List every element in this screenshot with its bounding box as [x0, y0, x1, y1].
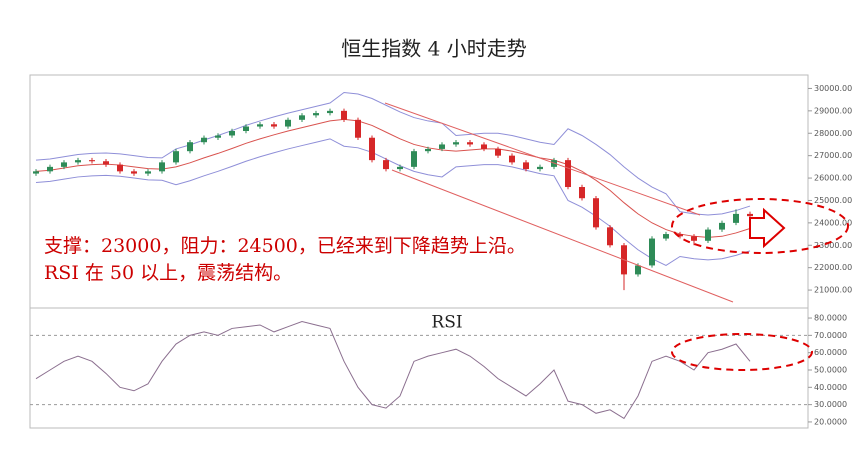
candle-body	[201, 137, 207, 143]
candle-body	[89, 160, 95, 162]
candle-body	[159, 162, 165, 172]
candle-body	[33, 171, 39, 174]
candle-body	[467, 142, 473, 145]
rsi-title: RSI	[431, 313, 462, 333]
candle-body	[271, 124, 277, 127]
candle-body	[579, 187, 585, 199]
y-tick-label: 29000.00	[814, 106, 852, 115]
candle-body	[677, 234, 683, 237]
candle-body	[243, 126, 249, 132]
candle-body	[649, 238, 655, 266]
candle-body	[355, 119, 361, 138]
candle-body	[173, 151, 179, 163]
y-tick-label: 80.0000	[814, 314, 847, 323]
highlight-ellipse	[671, 198, 849, 254]
candle-body	[369, 137, 375, 161]
candle-body	[705, 229, 711, 241]
candle-body	[453, 142, 459, 145]
candle-body	[425, 148, 431, 152]
rsi-line	[35, 320, 751, 420]
candle-body	[75, 160, 81, 163]
candle-body	[103, 161, 109, 165]
y-tick-label: 70.0000	[814, 331, 847, 340]
candle-body	[229, 131, 235, 136]
candle-body	[257, 124, 263, 127]
candle-body	[145, 171, 151, 174]
candle-body	[131, 171, 137, 174]
candle-body	[509, 155, 515, 163]
candle-body	[523, 162, 529, 170]
y-tick-label: 21000.00	[814, 286, 852, 295]
candle-body	[47, 166, 53, 172]
candle-body	[411, 151, 417, 167]
y-tick-label: 24000.00	[814, 218, 852, 227]
candle-body	[747, 213, 753, 217]
y-tick-label: 28000.00	[814, 129, 852, 138]
y-tick-label: 25000.00	[814, 196, 852, 205]
candle-body	[565, 160, 571, 188]
candle-body	[327, 110, 333, 114]
candle-body	[495, 148, 501, 156]
y-tick-label: 22000.00	[814, 263, 852, 272]
candle-body	[691, 236, 697, 241]
candle-body	[439, 144, 445, 149]
candle-body	[187, 142, 193, 152]
y-tick-label: 60.0000	[814, 348, 847, 357]
band-line	[35, 138, 751, 267]
candle-body	[733, 213, 739, 223]
candle-body	[215, 135, 221, 138]
candle-body	[313, 113, 319, 116]
y-tick-label: 27000.00	[814, 151, 852, 160]
y-tick-label: 26000.00	[814, 174, 852, 183]
rsi-panel	[29, 307, 809, 429]
candle-body	[537, 166, 543, 170]
candle-body	[719, 222, 725, 230]
y-tick-label: 30000.00	[814, 84, 852, 93]
trend-line	[391, 169, 734, 303]
candle-body	[61, 162, 67, 167]
band-line	[35, 118, 751, 238]
annotation: 支撑：23000，阻力：24500，已经来到下降趋势上沿。	[44, 235, 526, 257]
y-tick-label: 40.0000	[814, 383, 847, 392]
y-tick-label: 30.0000	[814, 400, 847, 409]
candle-body	[285, 119, 291, 127]
highlight-ellipse	[671, 333, 813, 371]
band-line	[35, 91, 751, 216]
candle-body	[607, 227, 613, 246]
candle-body	[299, 115, 305, 120]
y-tick-label: 23000.00	[814, 241, 852, 250]
trend-line	[384, 102, 701, 216]
candle-body	[383, 160, 389, 170]
y-tick-label: 50.0000	[814, 365, 847, 374]
candle-body	[593, 198, 599, 228]
marks: 21000.00 22000.00 23000.00 24000.00 25000.00…	[30, 84, 852, 426]
arrow	[749, 207, 786, 249]
chart-title: 恒生指数 4 小时走势	[341, 37, 526, 61]
candle-body	[481, 144, 487, 149]
y-tick-label: 20.0000	[814, 417, 847, 426]
candle-body	[341, 110, 347, 120]
annotation: RSI 在 50 以上，震荡结构。	[44, 262, 292, 284]
candle-body	[663, 234, 669, 239]
candle-body	[117, 164, 123, 172]
candle-body	[397, 166, 403, 170]
candle-body	[635, 265, 641, 275]
